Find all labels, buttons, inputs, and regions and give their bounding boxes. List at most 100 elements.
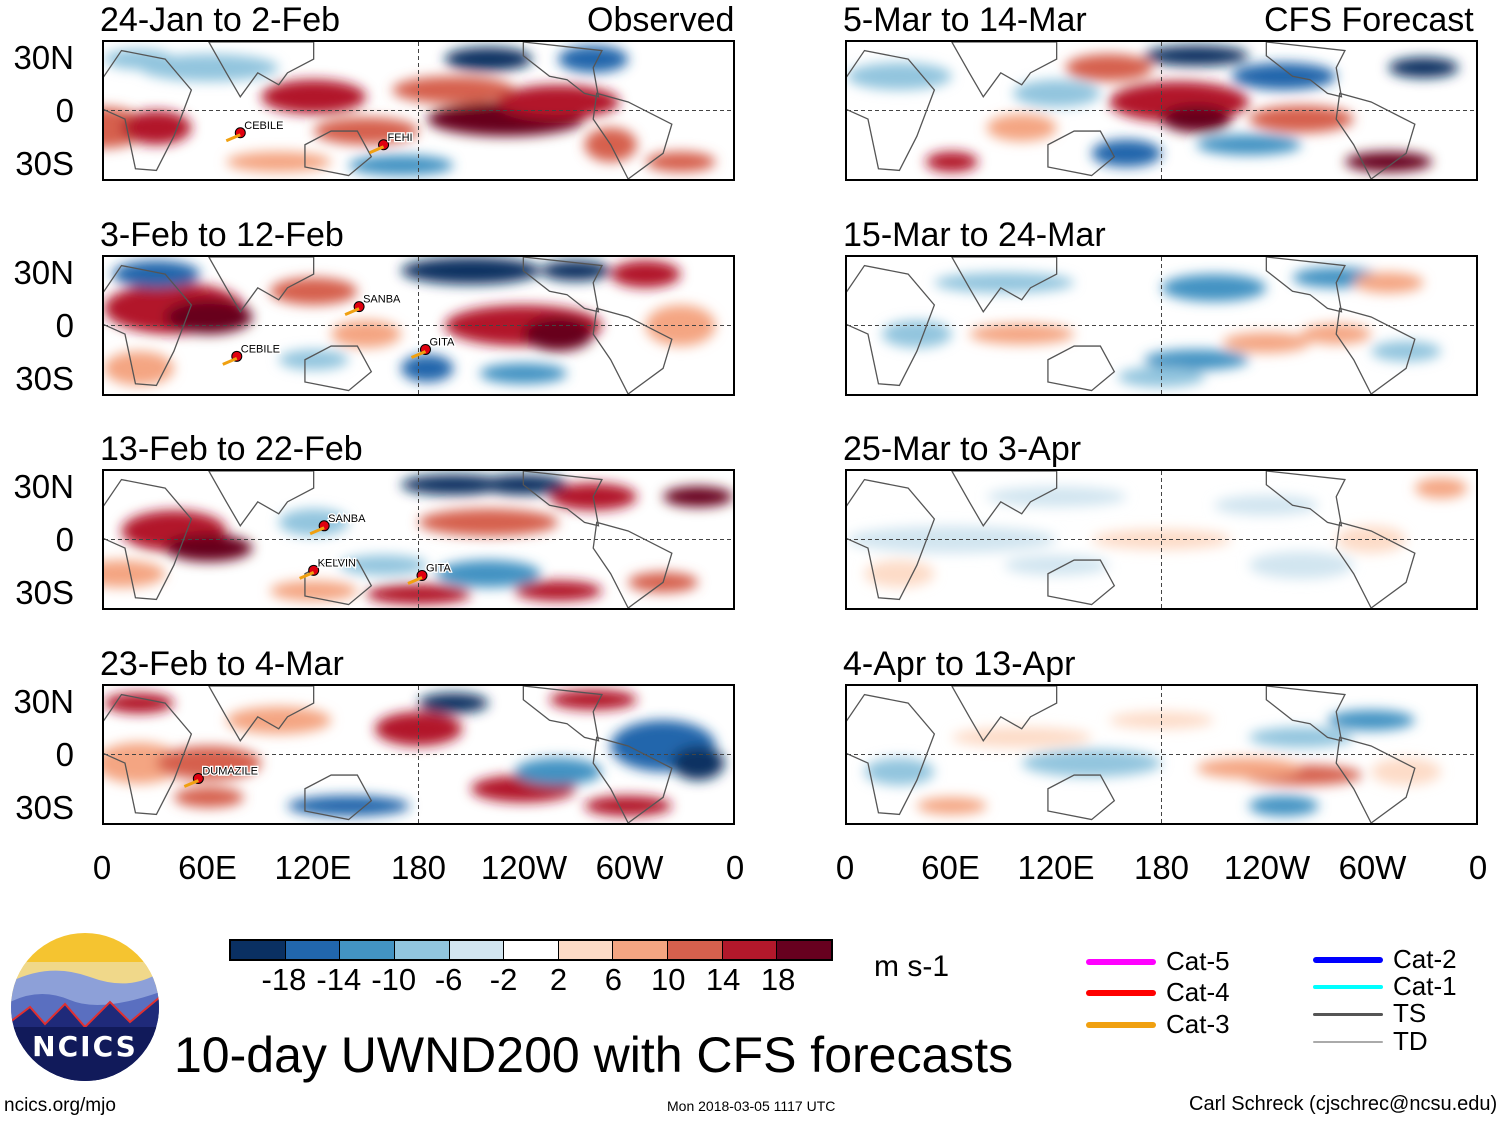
coastline (208, 471, 315, 527)
anomaly-region (847, 525, 1057, 554)
lat-label: 30S (15, 145, 74, 182)
storm-track (410, 350, 427, 359)
lat-label: 30N (13, 683, 74, 720)
storm-label: CEBILE (241, 343, 280, 355)
anomaly-region (969, 323, 1075, 345)
anomaly-region (1414, 477, 1468, 499)
lat-label: 0 (55, 307, 74, 344)
lon-label: 0 (725, 849, 745, 886)
coastline (522, 42, 603, 98)
figure-title: 10-day UWND200 with CFS forecasts (174, 1027, 1014, 1083)
coastline (304, 130, 373, 177)
coastline (1047, 774, 1116, 821)
wind-anomaly-map (847, 42, 1476, 179)
wind-anomaly-map (847, 257, 1476, 394)
panel-title: 5-Mar to 14-Mar (843, 1, 1087, 39)
anomaly-region (916, 797, 987, 815)
colorbar-tick-label: 18 (760, 962, 796, 997)
lat-label: 30N (13, 254, 74, 291)
storm-track (368, 145, 385, 155)
coastline (1335, 736, 1416, 823)
anomaly-region (418, 508, 559, 537)
anomaly-region (348, 155, 454, 176)
anomaly-region (1248, 105, 1354, 133)
anomaly-region (1021, 749, 1162, 777)
anomaly-region (418, 692, 489, 714)
anomaly-region (1091, 529, 1232, 550)
panel-title: 24-Jan to 2-Feb (100, 1, 341, 39)
anomaly-region (881, 320, 952, 348)
anomaly-region (1388, 57, 1459, 78)
coastline (847, 693, 936, 816)
anomaly-region (1231, 62, 1337, 90)
coastline (304, 774, 373, 821)
storm-track (225, 133, 241, 143)
storm-label: GITA (426, 562, 452, 574)
colorbar-swatch (504, 941, 559, 959)
anomaly-region (1144, 349, 1249, 371)
anomaly-region (1248, 551, 1354, 579)
coastline (522, 471, 603, 527)
legend-label: Cat-5 (1166, 946, 1230, 976)
lon-label: 0 (1468, 849, 1488, 886)
timestamp: Mon 2018-03-05 1117 UTC (667, 1098, 836, 1114)
legend-line-td (1313, 1041, 1383, 1043)
coastline (847, 49, 936, 172)
anomaly-region (1371, 340, 1442, 362)
anomaly-region (165, 299, 253, 335)
coastline (951, 257, 1058, 313)
coastline (1335, 521, 1416, 608)
coastline (104, 693, 193, 816)
legend-line-cat-3 (1086, 1022, 1156, 1028)
colorbar-units: m s-1 (874, 950, 949, 983)
site-link[interactable]: ncics.org/mjo (4, 1095, 116, 1116)
legend-line-cat-4 (1086, 990, 1156, 996)
anomaly-region (540, 260, 611, 281)
colorbar-tick-label: 6 (604, 962, 622, 997)
lat-label: 30N (13, 39, 74, 76)
coastline (951, 471, 1058, 527)
panel-title: 25-Mar to 3-Apr (843, 430, 1082, 468)
map-panel (845, 684, 1478, 825)
anomaly-region (1327, 709, 1415, 731)
anomaly-region (1091, 139, 1162, 168)
lon-label: 180 (1133, 849, 1190, 886)
storm-track (309, 526, 325, 536)
anomaly-region (1371, 757, 1442, 786)
lat-label: 30S (15, 360, 74, 397)
storm-track (183, 779, 199, 788)
anomaly-region (104, 48, 174, 70)
anomaly-region (1161, 274, 1267, 302)
anomaly-region (1196, 757, 1302, 779)
legend-label: Cat-4 (1166, 977, 1230, 1007)
coastline (847, 264, 936, 387)
anomaly-region (165, 534, 253, 562)
anomaly-region (951, 727, 1092, 748)
coastline (951, 686, 1058, 742)
lat-label: 0 (55, 521, 74, 558)
anomaly-region (514, 580, 602, 602)
colorbar-tick-label: -14 (316, 962, 362, 997)
coastline (847, 478, 936, 601)
anomaly-region (401, 257, 541, 285)
colorbar (229, 939, 833, 961)
lon-label: 120W (480, 849, 568, 886)
coastline (592, 92, 673, 179)
lon-label: 60W (595, 849, 664, 886)
lon-label: 60E (178, 849, 237, 886)
lat-label: 30S (15, 789, 74, 826)
anomaly-region (479, 363, 568, 384)
legend-label: TS (1393, 998, 1427, 1028)
anomaly-region (1344, 151, 1433, 173)
legend-line-ts (1313, 1012, 1383, 1016)
legend-line-cat-5 (1086, 959, 1156, 965)
lat-label: 0 (55, 92, 74, 129)
wind-anomaly-map (847, 686, 1476, 823)
lon-label: 120W (1223, 849, 1311, 886)
map-panel (845, 469, 1478, 610)
anomaly-region (1144, 45, 1249, 66)
coastline (104, 264, 193, 387)
anomaly-region (671, 745, 725, 781)
colorbar-tick-label: 14 (705, 962, 741, 997)
coastline (592, 307, 673, 394)
